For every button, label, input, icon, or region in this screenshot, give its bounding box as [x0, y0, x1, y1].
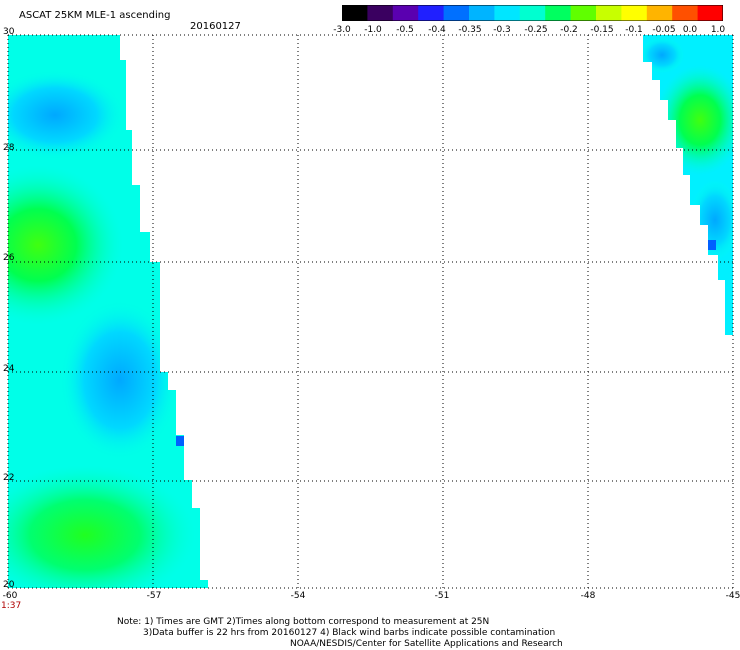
colorbar-label: -1.0 [364, 25, 382, 35]
lon-label: -51 [434, 591, 450, 601]
colorbar-label: -0.4 [428, 25, 446, 35]
colorbar-swatch [621, 5, 648, 21]
colorbar-swatch [494, 5, 521, 21]
colorbar-label: -0.1 [625, 25, 643, 35]
map-date: 20160127 [190, 21, 241, 32]
colorbar-swatch [342, 5, 368, 21]
lat-label: 20 [3, 580, 15, 590]
colorbar-swatch [646, 5, 673, 21]
note-line-3: NOAA/NESDIS/Center for Satellite Applica… [290, 639, 563, 649]
note-line-2: 3)Data buffer is 22 hrs from 20160127 4)… [143, 628, 556, 638]
colorbar-label: -0.3 [493, 25, 511, 35]
colorbar-label: 1.0 [710, 25, 726, 35]
lon-label: -45 [725, 591, 740, 601]
note-line-1: Note: 1) Times are GMT 2)Times along bot… [117, 617, 490, 627]
lon-label: -57 [146, 591, 162, 601]
map-grid [7, 34, 734, 589]
colorbar-swatch [697, 5, 723, 21]
lat-label: 22 [3, 473, 15, 483]
colorbar-swatch [545, 5, 572, 21]
colorbar [342, 5, 723, 21]
lon-label: -48 [580, 591, 596, 601]
colorbar-swatch [570, 5, 597, 21]
lat-label: 28 [3, 143, 15, 153]
colorbar-swatch [596, 5, 622, 21]
lat-label: 30 [3, 27, 15, 37]
colorbar-label: -3.0 [333, 25, 351, 35]
colorbar-swatch [392, 5, 419, 21]
lat-label: 26 [3, 253, 15, 263]
left-swath [8, 35, 208, 588]
colorbar-swatch [519, 5, 546, 21]
lon-label: -60 [2, 591, 18, 601]
lat-label: 24 [3, 364, 15, 374]
colorbar-label: -0.5 [396, 25, 414, 35]
lon-label: -54 [290, 591, 306, 601]
colorbar-label: -0.25 [524, 25, 548, 35]
colorbar-label: -0.15 [590, 25, 614, 35]
right-swath [643, 35, 733, 335]
colorbar-swatch [367, 5, 394, 21]
colorbar-label: -0.05 [652, 25, 676, 35]
colorbar-swatch [443, 5, 470, 21]
colorbar-swatch [672, 5, 699, 21]
colorbar-label: 0.0 [682, 25, 698, 35]
colorbar-swatch [418, 5, 445, 21]
colorbar-label: -0.35 [458, 25, 482, 35]
map-title: ASCAT 25KM MLE-1 ascending [19, 10, 171, 21]
colorbar-label: -0.2 [560, 25, 578, 35]
colorbar-swatch [469, 5, 495, 21]
time-label: 1:37 [1, 601, 22, 611]
